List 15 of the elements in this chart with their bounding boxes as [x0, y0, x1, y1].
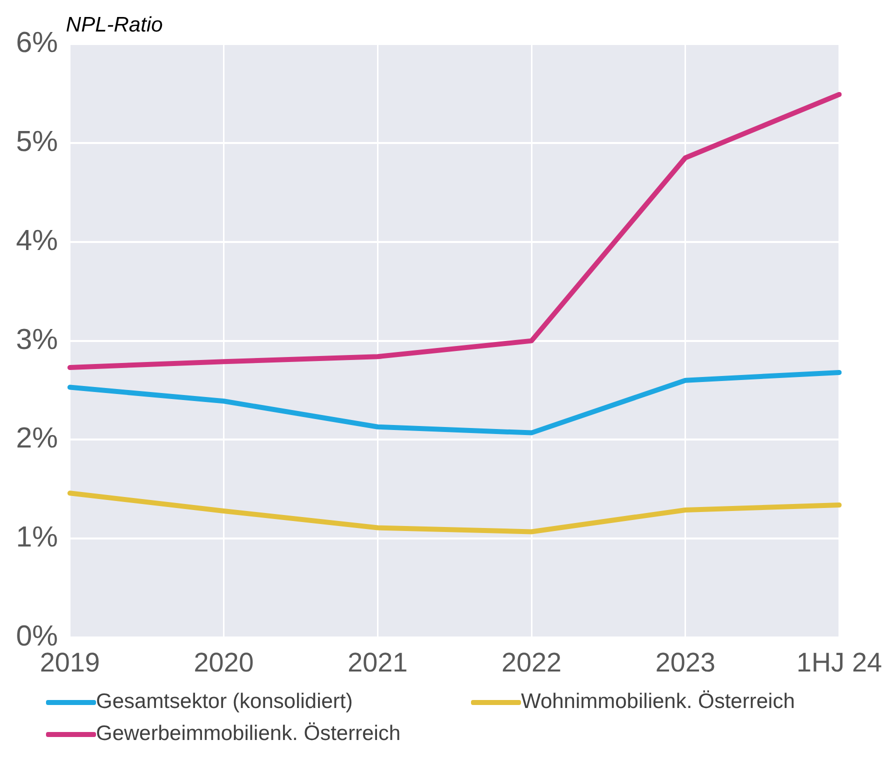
legend-label: Gesamtsektor (konsolidiert) — [96, 690, 353, 714]
y-tick-label: 2% — [16, 422, 58, 455]
x-tick-label: 2020 — [194, 647, 254, 678]
legend-label: Gewerbeimmobilienk. Österreich — [96, 722, 401, 746]
y-tick-label: 5% — [16, 126, 58, 158]
x-tick-label: 2021 — [348, 647, 408, 678]
legend-label: Wohnimmobilienk. Österreich — [521, 690, 795, 714]
y-tick-label: 1% — [16, 522, 58, 554]
x-tick-label: 2023 — [655, 647, 716, 678]
x-tick-label: 1HJ 24 — [796, 647, 882, 678]
y-tick-label: 3% — [16, 324, 58, 356]
x-tick-label: 2022 — [501, 647, 562, 678]
y-tick-label: 6% — [16, 27, 58, 59]
chart-title: NPL-Ratio — [66, 13, 164, 36]
y-tick-label: 4% — [16, 224, 58, 257]
